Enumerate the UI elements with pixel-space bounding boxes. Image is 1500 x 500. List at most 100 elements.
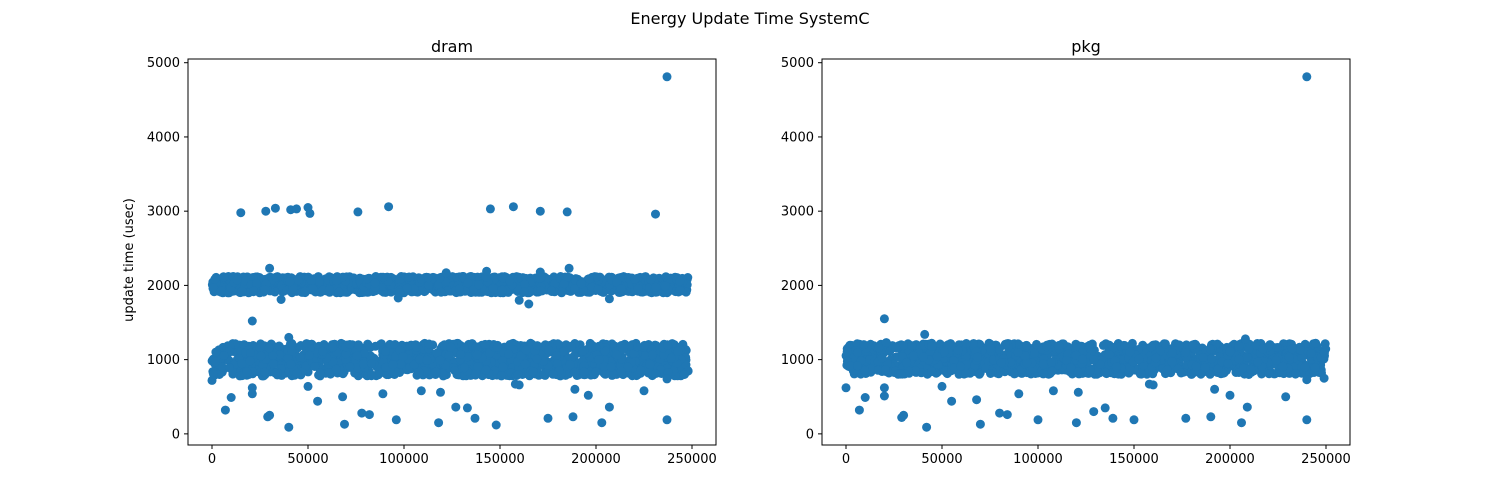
data-point: [1020, 351, 1030, 361]
data-point: [1234, 354, 1244, 364]
data-point: [1010, 369, 1019, 379]
data-point: [618, 344, 628, 354]
x-tick-label: 50000: [921, 452, 962, 467]
data-point: [1296, 345, 1306, 355]
data-point: [852, 347, 862, 357]
x-tick-label: 250000: [667, 452, 717, 467]
data-point: [996, 358, 1006, 368]
data-point: [623, 362, 633, 372]
data-point: [1108, 343, 1118, 353]
data-point: [324, 285, 334, 295]
data-point: [436, 287, 446, 297]
data-point: [305, 208, 315, 218]
data-point: [1139, 360, 1149, 370]
data-point: [579, 286, 588, 296]
data-point: [1048, 386, 1058, 396]
data-point: [646, 275, 656, 285]
data-point: [404, 272, 414, 282]
data-point: [1242, 402, 1252, 412]
data-point: [986, 343, 996, 353]
data-point: [470, 413, 480, 423]
data-point: [660, 281, 670, 291]
data-point: [675, 286, 685, 295]
data-point: [270, 203, 280, 213]
data-point: [1033, 415, 1043, 425]
data-point: [532, 341, 542, 351]
data-point: [879, 314, 889, 324]
data-point: [1022, 340, 1032, 350]
data-point: [398, 352, 408, 362]
data-point: [1319, 373, 1329, 383]
data-point: [879, 383, 889, 393]
data-point: [431, 367, 441, 377]
dram-plot-area: 0 50000 100000 150000 200000 250000 0 1000 2000 3…: [147, 56, 717, 467]
data-point: [536, 286, 546, 296]
data-point: [480, 339, 490, 349]
data-point: [1225, 347, 1235, 357]
data-point: [220, 405, 230, 415]
data-point: [1251, 340, 1261, 350]
data-point: [562, 207, 572, 217]
data-point: [388, 360, 398, 370]
data-point: [1287, 344, 1297, 354]
data-point: [287, 346, 297, 356]
data-point: [328, 342, 337, 352]
data-point: [520, 279, 530, 289]
data-point: [436, 387, 445, 397]
data-point: [1070, 342, 1080, 352]
data-point: [292, 368, 302, 378]
data-point: [1151, 353, 1161, 363]
data-point: [318, 285, 328, 295]
data-point: [366, 358, 376, 368]
data-point: [353, 340, 363, 350]
pkg-plot: pkg 0 50000 100000 150000 200000 250000 0 1000 2…: [781, 37, 1351, 467]
dram-plot-title: dram: [431, 37, 473, 56]
data-point: [284, 422, 294, 432]
data-point: [365, 343, 375, 353]
data-point: [245, 356, 255, 366]
data-point: [381, 347, 390, 356]
data-point: [859, 340, 869, 350]
y-tick-label: 3000: [781, 205, 814, 220]
data-point: [1207, 354, 1217, 364]
data-point: [576, 279, 586, 289]
data-point: [505, 276, 515, 286]
data-point: [284, 332, 294, 342]
data-point: [260, 367, 269, 377]
data-point: [441, 268, 451, 278]
data-point: [877, 353, 887, 363]
data-point: [411, 340, 421, 350]
data-point: [265, 410, 275, 420]
data-point: [1278, 361, 1288, 371]
data-point: [1046, 357, 1056, 367]
data-point: [1205, 369, 1215, 379]
data-point: [591, 343, 601, 353]
data-point: [497, 356, 507, 365]
data-point: [937, 381, 947, 391]
data-point: [956, 362, 966, 371]
data-point: [1146, 342, 1156, 352]
data-point: [513, 370, 523, 379]
data-point: [640, 340, 649, 350]
data-point: [260, 285, 270, 295]
data-point: [1200, 363, 1210, 373]
data-point: [1071, 418, 1081, 428]
data-point: [1129, 415, 1139, 425]
data-point: [416, 386, 426, 396]
data-point: [292, 204, 301, 214]
data-point: [879, 391, 889, 401]
data-point: [651, 282, 661, 292]
data-point: [920, 329, 930, 339]
data-point: [535, 206, 545, 216]
data-point: [1213, 364, 1223, 373]
data-point: [1160, 339, 1170, 349]
data-point: [242, 367, 252, 377]
pkg-axes-frame: [821, 58, 1351, 446]
data-point: [954, 369, 964, 379]
y-tick-label: 4000: [781, 130, 814, 145]
data-point: [1111, 362, 1121, 372]
data-point: [899, 410, 909, 420]
data-point: [675, 276, 685, 286]
data-point: [207, 375, 217, 385]
data-point: [1223, 359, 1233, 368]
